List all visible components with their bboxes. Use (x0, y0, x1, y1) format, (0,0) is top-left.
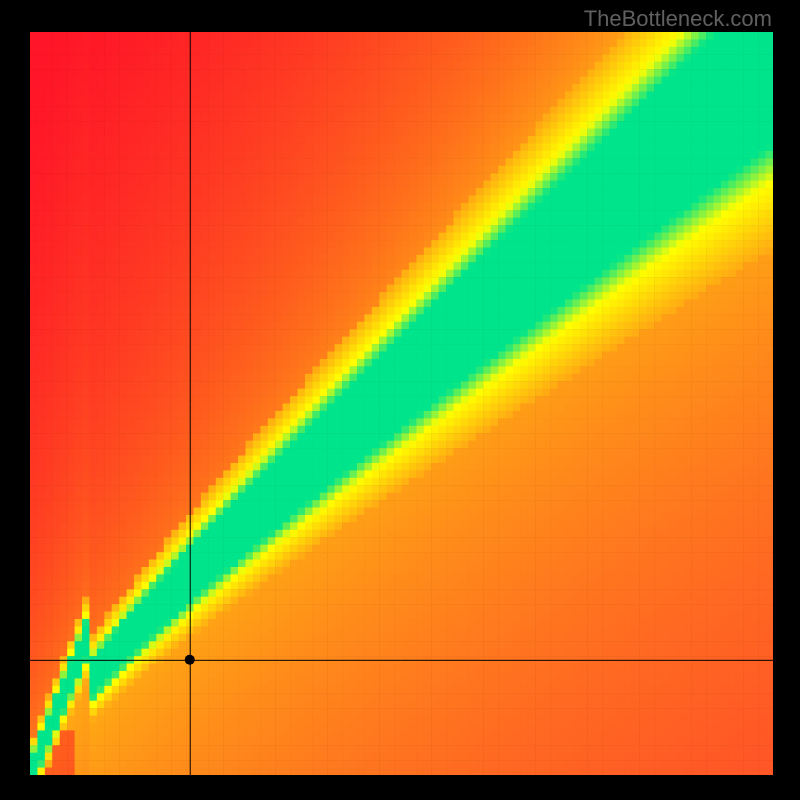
watermark-text: TheBottleneck.com (584, 6, 772, 32)
chart-container: TheBottleneck.com (0, 0, 800, 800)
heatmap-canvas (30, 32, 773, 775)
heatmap-plot (30, 32, 773, 775)
